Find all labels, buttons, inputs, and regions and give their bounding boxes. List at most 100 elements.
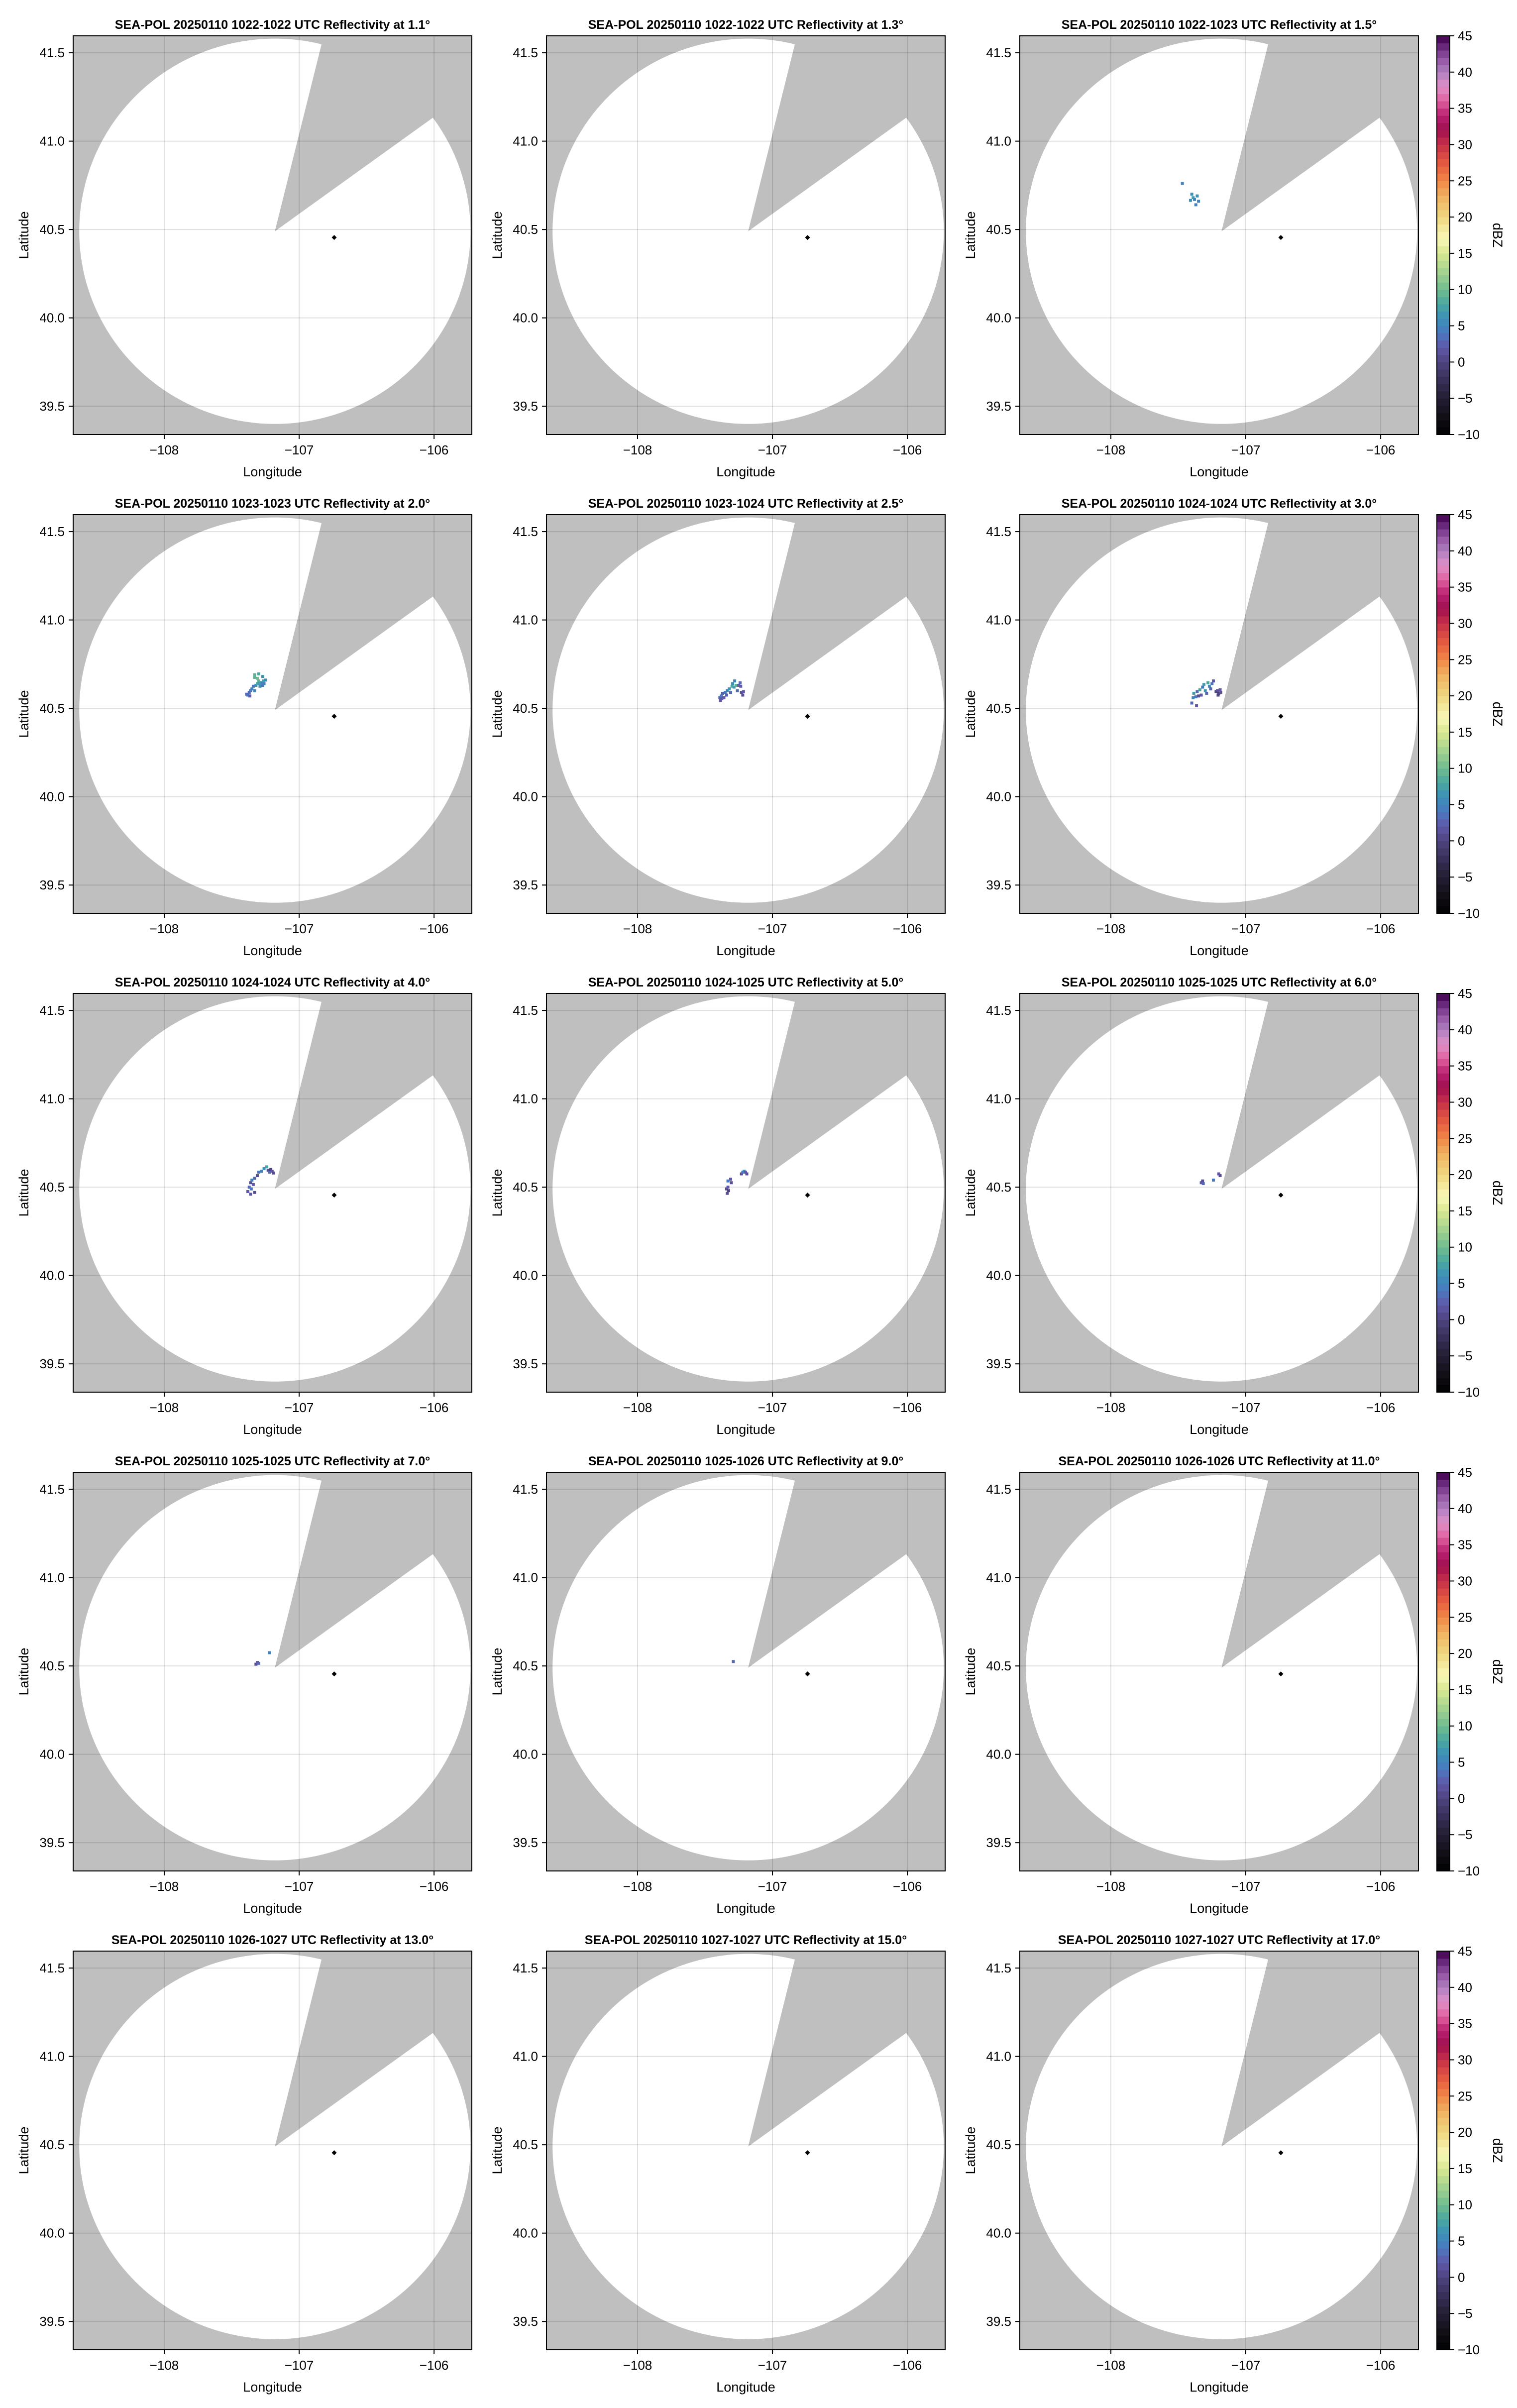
y-axis-label: Latitude (963, 1647, 978, 1695)
y-tick-label: 41.0 (986, 1092, 1011, 1106)
colorbar-bin (1437, 2067, 1450, 2075)
echo-gate (250, 1178, 254, 1182)
y-tick-label: 40.0 (39, 789, 65, 804)
colorbar-bin (1437, 601, 1450, 609)
x-tick-label: −107 (758, 2358, 787, 2373)
y-tick-label: 41.5 (986, 45, 1011, 60)
colorbar-bin (1437, 710, 1450, 718)
y-tick-label: 41.0 (513, 1092, 538, 1106)
panel-title: SEA-POL 20250110 1023-1024 UTC Reflectiv… (588, 497, 904, 511)
colorbar-bin (1437, 1559, 1450, 1567)
x-tick-label: −108 (623, 442, 652, 457)
x-tick-label: −107 (758, 442, 787, 457)
echo-gate (268, 1651, 271, 1654)
echo-gate (1198, 688, 1201, 691)
colorbar-bin (1437, 166, 1450, 174)
colorbar-bin (1437, 688, 1450, 696)
colorbar-tick-label: 0 (1458, 833, 1465, 848)
radar-panel: SEA-POL 20250110 1023-1023 UTC Reflectiv… (16, 497, 472, 958)
colorbar-bin (1437, 681, 1450, 689)
radar-panel: SEA-POL 20250110 1023-1024 UTC Reflectiv… (490, 497, 946, 958)
y-tick-label: 41.0 (39, 613, 65, 628)
colorbar-bin (1437, 289, 1450, 297)
blocked-sector (275, 515, 472, 710)
colorbar-bin (1437, 384, 1450, 392)
echo-gate (253, 689, 256, 692)
colorbar-tick-label: 10 (1458, 2197, 1472, 2212)
echo-gate (269, 1168, 273, 1171)
echo-gate (257, 1661, 260, 1665)
radar-panel: SEA-POL 20250110 1027-1027 UTC Reflectiv… (963, 1933, 1505, 2395)
echo-gate (256, 676, 259, 680)
site-marker (805, 1193, 810, 1198)
x-axis-label: Longitude (243, 2380, 302, 2395)
colorbar-bin (1437, 2154, 1450, 2162)
colorbar-bin (1437, 181, 1450, 189)
y-tick-label: 40.0 (986, 311, 1011, 326)
echo-gate (256, 682, 259, 685)
colorbar-bin (1437, 1776, 1450, 1784)
colorbar-bin (1437, 833, 1450, 841)
y-tick-label: 40.0 (39, 1268, 65, 1283)
x-tick-label: −107 (1231, 921, 1261, 936)
echo-gate (727, 1189, 730, 1193)
colorbar-bin (1437, 1675, 1450, 1683)
colorbar-bin (1437, 1610, 1450, 1618)
colorbar-bin (1437, 696, 1450, 704)
colorbar-bin (1437, 1544, 1450, 1552)
colorbar-bin (1437, 94, 1450, 102)
colorbar-bin (1437, 1167, 1450, 1175)
colorbar-bin (1437, 195, 1450, 203)
colorbar-tick-label: 45 (1458, 1944, 1472, 1959)
x-tick-label: −108 (1096, 1400, 1126, 1415)
colorbar-tick-label: 0 (1458, 1312, 1465, 1327)
echo-gate (732, 685, 736, 689)
colorbar-bin (1437, 652, 1450, 660)
colorbar-bin (1437, 1204, 1450, 1211)
colorbar-bin (1437, 2320, 1450, 2328)
plot-area (73, 515, 472, 913)
colorbar-bin (1437, 1175, 1450, 1183)
colorbar-bin (1437, 1581, 1450, 1589)
x-tick-label: −106 (893, 1400, 922, 1415)
echo-gate (741, 693, 745, 697)
y-tick-label: 41.5 (39, 1961, 65, 1975)
colorbar-bin (1437, 1573, 1450, 1582)
colorbar-bin (1437, 2255, 1450, 2263)
radar-panel: SEA-POL 20250110 1024-1024 UTC Reflectiv… (963, 497, 1505, 958)
colorbar-bin (1437, 1066, 1450, 1074)
colorbar-bin (1437, 2313, 1450, 2321)
colorbar-bin (1437, 2110, 1450, 2118)
plot-area (546, 993, 945, 1392)
colorbar-tick-label: 15 (1458, 2161, 1472, 2176)
colorbar-bin (1437, 747, 1450, 755)
y-tick-label: 41.0 (39, 1092, 65, 1106)
colorbar-bin (1437, 1283, 1450, 1291)
echo-gate (254, 683, 258, 687)
y-axis-label: Latitude (490, 211, 505, 259)
site-marker (1278, 1193, 1284, 1198)
axes-frame (73, 1472, 472, 1871)
echo-gate (248, 694, 252, 698)
colorbar-bin (1437, 558, 1450, 566)
x-axis-label: Longitude (716, 1422, 775, 1437)
echo-gate (249, 689, 252, 692)
plot-area (1020, 1951, 1418, 2350)
echo-gate (732, 1660, 735, 1663)
colorbar-bin (1437, 86, 1450, 95)
echo-gate (253, 1191, 256, 1194)
echo-gate (262, 1167, 266, 1170)
colorbar-bin (1437, 79, 1450, 87)
axes-frame (73, 35, 472, 435)
echo-gate (1192, 691, 1195, 695)
colorbar-bin (1437, 1487, 1450, 1495)
y-tick-label: 39.5 (986, 2314, 1011, 2329)
blocked-sector (748, 36, 945, 231)
colorbar-bin (1437, 282, 1450, 290)
colorbar-bin (1437, 2197, 1450, 2205)
site-marker (805, 1671, 810, 1677)
blocked-sector (748, 515, 945, 710)
colorbar-bin (1437, 863, 1450, 871)
site-marker (331, 2150, 337, 2156)
x-tick-label: −106 (420, 921, 449, 936)
